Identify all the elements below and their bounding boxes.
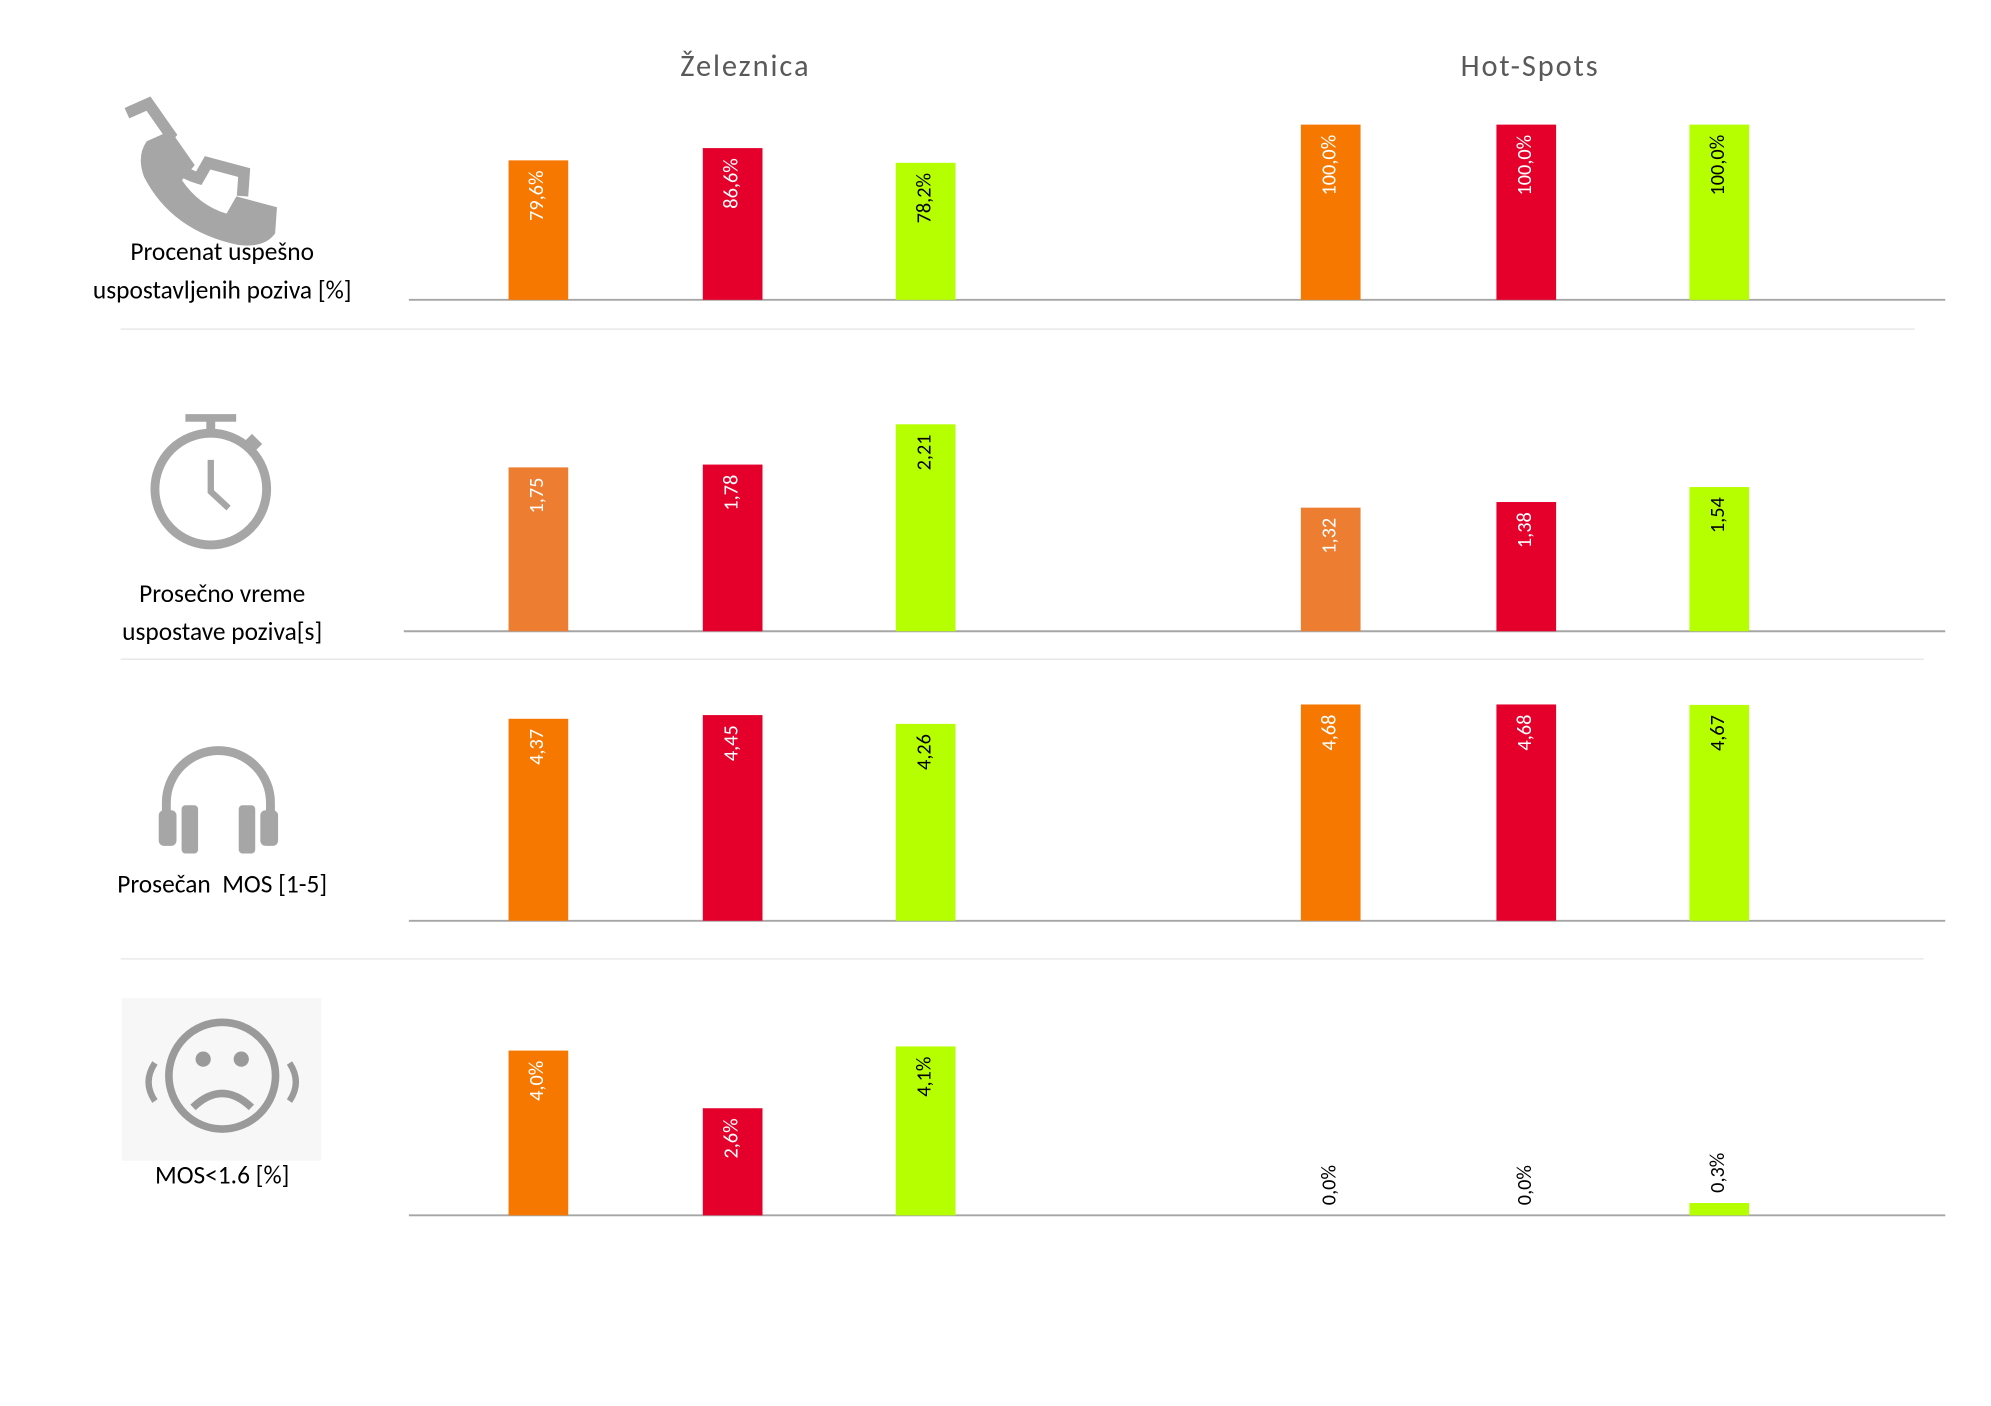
bar bbox=[508, 160, 569, 300]
bar bbox=[1496, 502, 1557, 632]
bar bbox=[895, 723, 956, 921]
value-label: 2,6% bbox=[720, 1118, 744, 1158]
bar bbox=[895, 1046, 956, 1216]
value-label: 4,0% bbox=[525, 1061, 549, 1101]
value-label: 0,3% bbox=[1706, 1153, 1730, 1193]
value-label: 79,6% bbox=[525, 171, 549, 221]
value-label: 2,21 bbox=[913, 434, 937, 470]
row-label: uspostavljenih poziva [%] bbox=[93, 274, 352, 305]
bar bbox=[702, 715, 763, 921]
group-title: Hot-Spots bbox=[1461, 48, 1600, 85]
row-label: Prosečno vreme bbox=[139, 578, 305, 609]
value-label: 0,0% bbox=[1513, 1165, 1537, 1205]
row-label: uspostave poziva[s] bbox=[122, 616, 322, 647]
bar bbox=[1496, 704, 1557, 921]
bar bbox=[702, 464, 763, 632]
value-label: 100,0% bbox=[1706, 135, 1730, 196]
row-label: MOS<1.6 [%] bbox=[155, 1159, 289, 1190]
headphones-icon bbox=[158, 746, 279, 854]
group-title: Železnica bbox=[680, 48, 810, 85]
bar bbox=[895, 162, 956, 300]
value-label: 100,0% bbox=[1318, 135, 1342, 196]
bar bbox=[508, 467, 569, 632]
value-label: 4,67 bbox=[1706, 715, 1730, 751]
value-label: 1,75 bbox=[525, 478, 549, 514]
value-label: 4,45 bbox=[720, 725, 744, 761]
bar bbox=[1689, 487, 1750, 632]
value-label: 1,54 bbox=[1706, 497, 1730, 533]
row-label: Prosečan MOS [1-5] bbox=[117, 869, 327, 900]
bar bbox=[508, 1050, 569, 1216]
bar bbox=[1496, 124, 1557, 300]
bar bbox=[1689, 704, 1750, 921]
value-label: 4,1% bbox=[913, 1057, 937, 1097]
bar bbox=[702, 148, 763, 300]
bar bbox=[508, 718, 569, 921]
row-label: Procenat uspešno bbox=[130, 236, 314, 267]
bar bbox=[702, 1108, 763, 1216]
value-label: 86,6% bbox=[720, 158, 744, 208]
bar bbox=[1300, 507, 1361, 632]
value-label: 0,0% bbox=[1318, 1165, 1342, 1205]
value-label: 4,68 bbox=[1513, 715, 1537, 751]
bar bbox=[1689, 1202, 1750, 1216]
phone-icon bbox=[124, 96, 277, 246]
value-label: 1,38 bbox=[1513, 512, 1537, 548]
value-label: 1,32 bbox=[1318, 518, 1342, 554]
stopwatch-icon bbox=[150, 414, 272, 550]
value-label: 78,2% bbox=[913, 173, 937, 223]
value-label: 100,0% bbox=[1513, 135, 1537, 196]
bar bbox=[1300, 124, 1361, 300]
value-label: 4,68 bbox=[1318, 715, 1342, 751]
bar bbox=[1300, 704, 1361, 921]
bar bbox=[1689, 124, 1750, 300]
value-label: 4,26 bbox=[913, 734, 937, 770]
sad-icon bbox=[121, 998, 322, 1161]
value-label: 4,37 bbox=[525, 729, 549, 765]
value-label: 1,78 bbox=[720, 475, 744, 511]
bar bbox=[895, 424, 956, 632]
